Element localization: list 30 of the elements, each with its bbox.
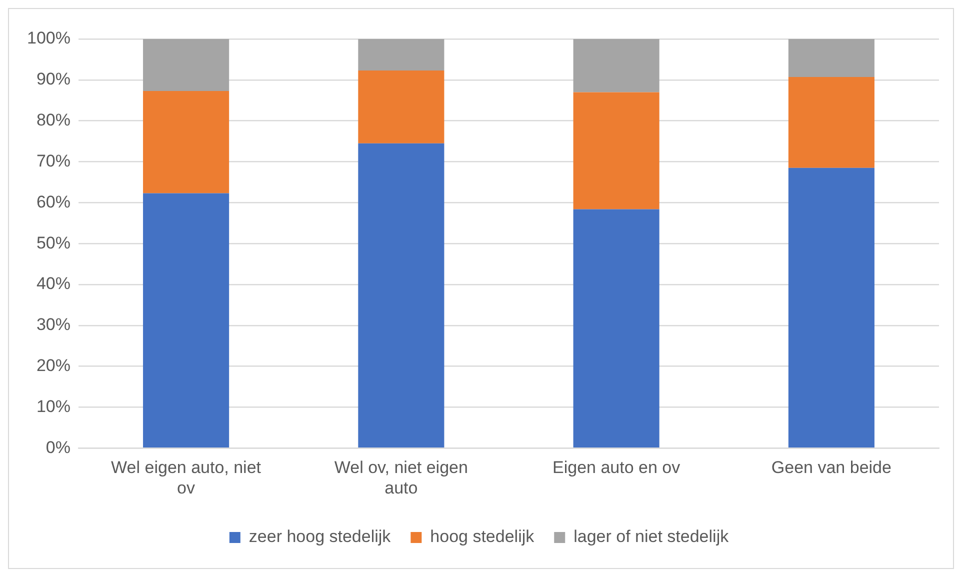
bar xyxy=(143,193,230,448)
bar xyxy=(358,70,444,144)
y-tick-label: 50% xyxy=(36,233,70,252)
bar xyxy=(143,90,230,194)
bar xyxy=(573,39,660,92)
bar xyxy=(573,209,660,448)
x-tick-label: Wel eigen auto, niet ov xyxy=(111,458,262,498)
y-tick-label: 60% xyxy=(36,192,70,212)
bar xyxy=(358,143,444,448)
y-tick-label: 90% xyxy=(36,70,70,89)
x-tick-label: Wel ov, niet eigen auto xyxy=(334,458,468,498)
y-tick-label: 0% xyxy=(46,438,70,457)
x-tick-label: Geen van beide xyxy=(771,458,892,478)
bar xyxy=(573,92,660,210)
legend-label: hoog stedelijk xyxy=(430,527,535,546)
x-tick-label: Eigen auto en ov xyxy=(552,458,681,478)
y-tick-label: 80% xyxy=(36,110,70,130)
bar xyxy=(788,39,874,78)
bar xyxy=(788,77,874,168)
y-tick-label: 40% xyxy=(36,274,70,294)
bar xyxy=(358,39,444,71)
bar xyxy=(143,39,230,91)
y-tick-label: 10% xyxy=(36,396,70,416)
legend-label: lager of niet stedelijk xyxy=(574,527,730,546)
y-tick-label: 20% xyxy=(36,356,70,376)
legend-label: zeer hoog stedelijk xyxy=(248,527,392,546)
y-tick-label: 100% xyxy=(26,28,70,48)
y-tick-label: 30% xyxy=(36,315,70,334)
bar xyxy=(788,168,874,448)
y-tick-label: 70% xyxy=(36,151,70,170)
